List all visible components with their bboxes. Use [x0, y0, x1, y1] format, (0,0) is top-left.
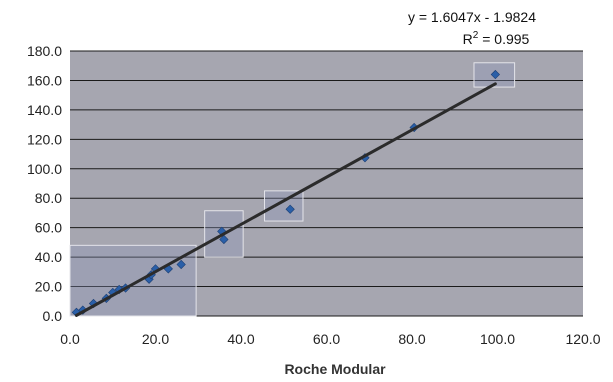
x-tick-label-0: 0.0	[60, 331, 80, 347]
r-squared-label: R2 = 0.995	[463, 30, 530, 47]
x-tick-label-3: 60.0	[313, 331, 340, 347]
r2-value: = 0.995	[478, 31, 529, 47]
highlight-box-2	[264, 190, 304, 222]
r2-prefix: R	[463, 31, 473, 47]
y-tick-label-0: 0.0	[43, 308, 63, 324]
y-tick-label-8: 160.0	[27, 72, 62, 88]
data-point-17	[490, 69, 500, 80]
r2-superscript: 2	[473, 30, 479, 41]
y-tick-label-6: 120.0	[27, 131, 62, 147]
x-tick-label-1: 20.0	[142, 331, 169, 347]
y-tick-label-9: 180.0	[27, 43, 62, 59]
y-tick-label-3: 60.0	[35, 220, 62, 236]
x-axis-title: Roche Modular	[284, 361, 386, 377]
y-axis-ticks: 0.0 20.0 40.0 60.0 80.0 100.0 120.0 140.0 160.0 1…	[27, 43, 62, 324]
highlight-box-0	[69, 244, 197, 317]
data-point-11	[176, 259, 186, 270]
x-tick-label-4: 80.0	[398, 331, 425, 347]
trendline	[74, 82, 497, 317]
y-tick-label-7: 140.0	[27, 102, 62, 118]
y-tick-label-1: 20.0	[35, 279, 62, 295]
x-tick-label-5: 100.0	[480, 331, 515, 347]
data-point-14	[285, 204, 295, 214]
x-tick-label-6: 120.0	[565, 331, 600, 347]
x-tick-label-2: 40.0	[227, 331, 254, 347]
y-tick-label-5: 100.0	[27, 161, 62, 177]
trendline-equation: y = 1.6047x - 1.9824	[408, 9, 536, 25]
x-axis-ticks: 0.0 20.0 40.0 60.0 80.0 100.0 120.0	[60, 331, 600, 347]
data-point-13	[219, 234, 229, 245]
gridlines	[70, 50, 583, 317]
y-tick-label-4: 80.0	[35, 190, 62, 206]
y-tick-label-2: 40.0	[35, 249, 62, 265]
